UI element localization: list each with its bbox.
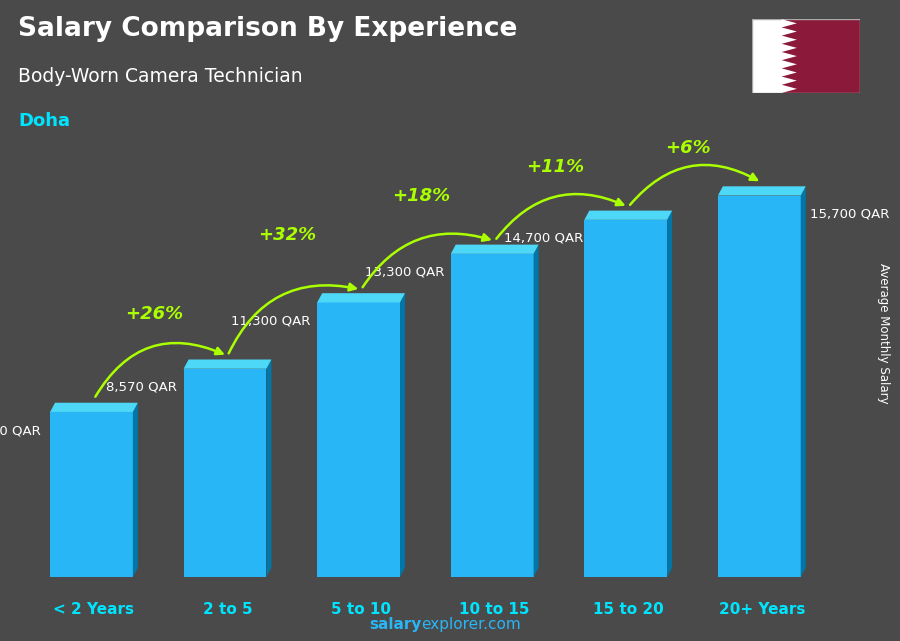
Text: +32%: +32% xyxy=(258,226,317,244)
Text: 2 to 5: 2 to 5 xyxy=(202,603,252,617)
Text: Body-Worn Camera Technician: Body-Worn Camera Technician xyxy=(18,67,302,87)
Polygon shape xyxy=(782,36,796,44)
Polygon shape xyxy=(718,196,801,577)
Polygon shape xyxy=(782,44,796,52)
Text: +6%: +6% xyxy=(665,138,711,156)
Text: 13,300 QAR: 13,300 QAR xyxy=(364,266,444,279)
Text: salary: salary xyxy=(369,617,421,633)
Polygon shape xyxy=(782,69,796,76)
Polygon shape xyxy=(782,76,796,85)
Text: +26%: +26% xyxy=(125,304,183,322)
Text: 6,790 QAR: 6,790 QAR xyxy=(0,424,40,437)
Text: 20+ Years: 20+ Years xyxy=(718,603,805,617)
Text: 15 to 20: 15 to 20 xyxy=(593,603,663,617)
Polygon shape xyxy=(782,52,796,60)
Polygon shape xyxy=(801,187,806,577)
Polygon shape xyxy=(317,303,400,577)
Text: 11,300 QAR: 11,300 QAR xyxy=(231,315,310,328)
Polygon shape xyxy=(133,403,138,577)
Polygon shape xyxy=(400,293,405,577)
Polygon shape xyxy=(50,403,138,412)
Polygon shape xyxy=(718,187,806,196)
Polygon shape xyxy=(451,245,538,254)
Polygon shape xyxy=(184,360,272,369)
Polygon shape xyxy=(317,293,405,303)
Text: 5 to 10: 5 to 10 xyxy=(331,603,392,617)
Polygon shape xyxy=(50,412,133,577)
Text: Doha: Doha xyxy=(18,112,70,130)
Text: 8,570 QAR: 8,570 QAR xyxy=(106,381,177,394)
Polygon shape xyxy=(667,211,672,577)
Polygon shape xyxy=(266,360,272,577)
Polygon shape xyxy=(782,19,796,28)
Polygon shape xyxy=(451,254,534,577)
Polygon shape xyxy=(782,85,796,93)
Text: Salary Comparison By Experience: Salary Comparison By Experience xyxy=(18,16,518,42)
Text: explorer.com: explorer.com xyxy=(421,617,521,633)
Polygon shape xyxy=(782,60,796,69)
Text: Average Monthly Salary: Average Monthly Salary xyxy=(878,263,890,404)
Text: < 2 Years: < 2 Years xyxy=(53,603,134,617)
Polygon shape xyxy=(534,245,538,577)
Text: +11%: +11% xyxy=(526,158,584,176)
Polygon shape xyxy=(584,211,672,220)
Polygon shape xyxy=(184,369,266,577)
Text: 15,700 QAR: 15,700 QAR xyxy=(810,208,889,221)
Polygon shape xyxy=(584,220,667,577)
Bar xyxy=(752,19,782,93)
Text: 14,700 QAR: 14,700 QAR xyxy=(504,232,583,245)
Text: 10 to 15: 10 to 15 xyxy=(459,603,530,617)
Polygon shape xyxy=(782,28,796,36)
Bar xyxy=(782,19,860,93)
Text: +18%: +18% xyxy=(392,187,450,205)
